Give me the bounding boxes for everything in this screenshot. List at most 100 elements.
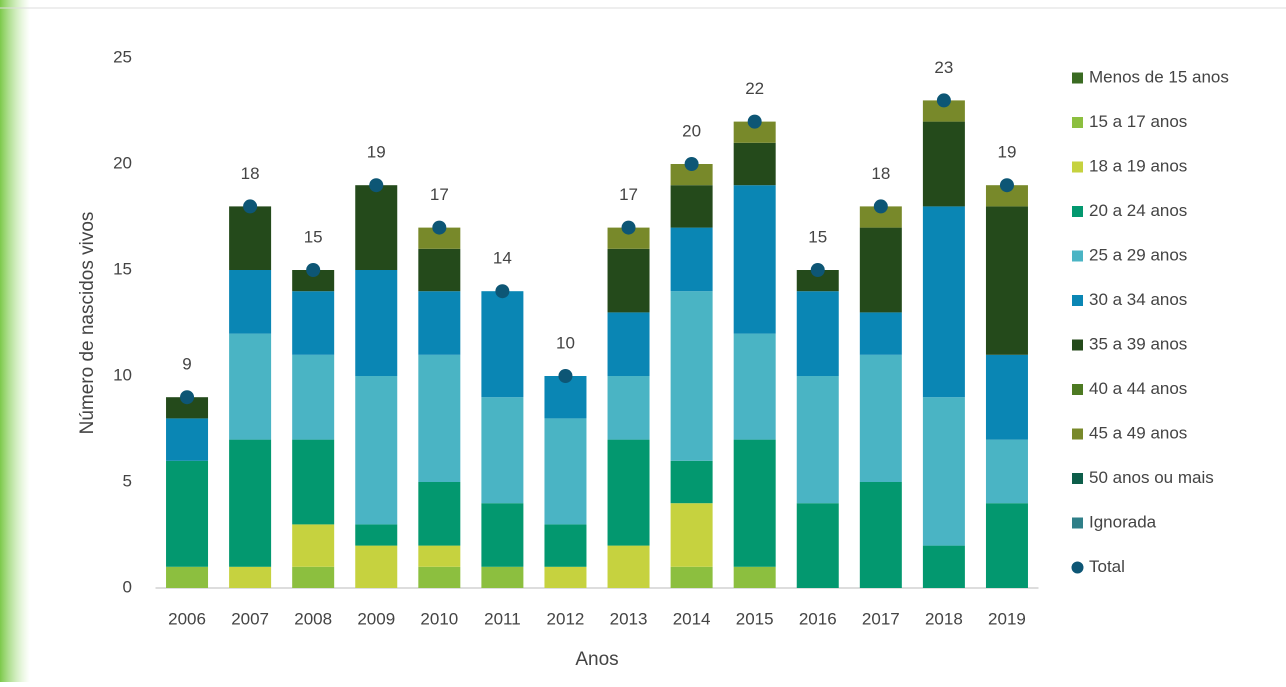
- total-marker: [621, 220, 636, 235]
- bar-segment: [859, 312, 902, 355]
- bar-segment: [355, 270, 398, 376]
- bar-segment: [229, 333, 272, 440]
- bar-segment: [733, 185, 776, 334]
- bar-segment: [418, 482, 461, 546]
- y-tick-label: 15: [113, 259, 132, 278]
- legend-swatch: [1072, 206, 1083, 217]
- total-marker: [999, 178, 1014, 193]
- total-marker: [306, 263, 321, 277]
- total-marker: [747, 114, 762, 129]
- x-tick-label: 2016: [799, 609, 837, 628]
- total-label: 18: [871, 164, 890, 183]
- total-marker: [432, 220, 447, 235]
- bar-segment: [670, 503, 713, 567]
- bar-segment: [229, 270, 272, 334]
- legend-label: Total: [1089, 557, 1125, 576]
- bar-segment: [544, 566, 587, 588]
- legend-swatch: [1072, 117, 1083, 128]
- x-tick-label: 2019: [988, 609, 1026, 628]
- x-tick-label: 2018: [925, 609, 963, 628]
- bar-segment: [607, 545, 650, 588]
- bar-segment: [544, 418, 587, 525]
- bar-segment: [418, 248, 461, 292]
- bar-segment: [796, 270, 839, 292]
- bar-segment: [670, 164, 713, 186]
- total-marker: [558, 369, 573, 383]
- legend-swatch: [1072, 428, 1083, 440]
- y-tick-label: 10: [113, 365, 132, 384]
- y-tick-label: 5: [123, 471, 132, 490]
- legend-label: Ignorada: [1089, 512, 1157, 531]
- bar-segment: [292, 291, 335, 355]
- legend-label: Menos de 15 anos: [1089, 67, 1229, 86]
- bar-segment: [292, 354, 335, 440]
- total-label: 23: [934, 58, 953, 77]
- bar-segment: [922, 545, 965, 588]
- bar-segment: [607, 227, 650, 249]
- bar-segment: [607, 376, 650, 440]
- x-tick-label: 2006: [168, 609, 206, 628]
- total-marker: [495, 284, 510, 299]
- legend-swatch: [1072, 517, 1083, 529]
- bar-segment: [229, 439, 272, 567]
- bar-segment: [481, 397, 524, 504]
- decoration: [0, 0, 30, 682]
- total-marker: [873, 199, 888, 214]
- y-tick-label: 0: [123, 577, 132, 596]
- bar-segment: [292, 439, 335, 525]
- legend-swatch: [1072, 473, 1083, 484]
- total-label: 20: [682, 121, 701, 140]
- bar-segment: [985, 206, 1028, 355]
- total-marker: [243, 199, 258, 214]
- x-tick-label: 2008: [294, 609, 332, 628]
- bar-segment: [166, 460, 209, 567]
- bar-segment: [418, 227, 461, 249]
- bar-segment: [418, 566, 461, 588]
- total-label: 14: [493, 249, 512, 268]
- bar-segment: [796, 503, 839, 588]
- bar-segment: [733, 566, 776, 588]
- total-label: 22: [745, 79, 764, 98]
- x-tick-label: 2009: [357, 609, 395, 628]
- x-tick-label: 2015: [736, 609, 774, 628]
- legend-label: 35 a 39 anos: [1089, 334, 1187, 353]
- x-tick-label: 2014: [673, 609, 711, 628]
- legend-label: 45 a 49 anos: [1089, 423, 1187, 442]
- bar-segment: [607, 312, 650, 376]
- bar-segment: [922, 100, 965, 122]
- bar-segment: [733, 121, 776, 143]
- total-label: 17: [619, 185, 638, 204]
- total-label: 17: [430, 185, 449, 204]
- bar-segment: [796, 291, 839, 376]
- total-label: 19: [998, 143, 1017, 162]
- bar-segment: [733, 142, 776, 186]
- x-tick-label: 2013: [610, 609, 648, 628]
- legend-swatch: [1072, 339, 1083, 351]
- bar-segment: [733, 439, 776, 567]
- x-tick-label: 2010: [420, 609, 458, 628]
- bar-segment: [166, 566, 209, 588]
- total-marker: [369, 178, 384, 193]
- bar-segment: [544, 376, 587, 419]
- total-label: 9: [182, 355, 191, 374]
- bar-segment: [859, 482, 902, 588]
- legend-label: 30 a 34 anos: [1089, 290, 1187, 309]
- bar-segment: [985, 439, 1028, 504]
- x-tick-label: 2007: [231, 609, 269, 628]
- bar-segment: [670, 291, 713, 461]
- bar-segment: [481, 503, 524, 567]
- bar-segment: [859, 206, 902, 228]
- bar-segment: [544, 524, 587, 567]
- bar-segment: [229, 566, 272, 588]
- x-tick-label: 2012: [547, 609, 585, 628]
- bar-segment: [670, 460, 713, 504]
- total-label: 15: [808, 227, 827, 246]
- total-label: 19: [367, 143, 386, 162]
- bar-segment: [859, 354, 902, 482]
- bar-segment: [355, 545, 398, 588]
- bar-segment: [922, 397, 965, 546]
- bar-segment: [607, 248, 650, 313]
- bar-segment: [166, 418, 209, 461]
- bar-segment: [418, 354, 461, 482]
- bar-segment: [355, 524, 398, 546]
